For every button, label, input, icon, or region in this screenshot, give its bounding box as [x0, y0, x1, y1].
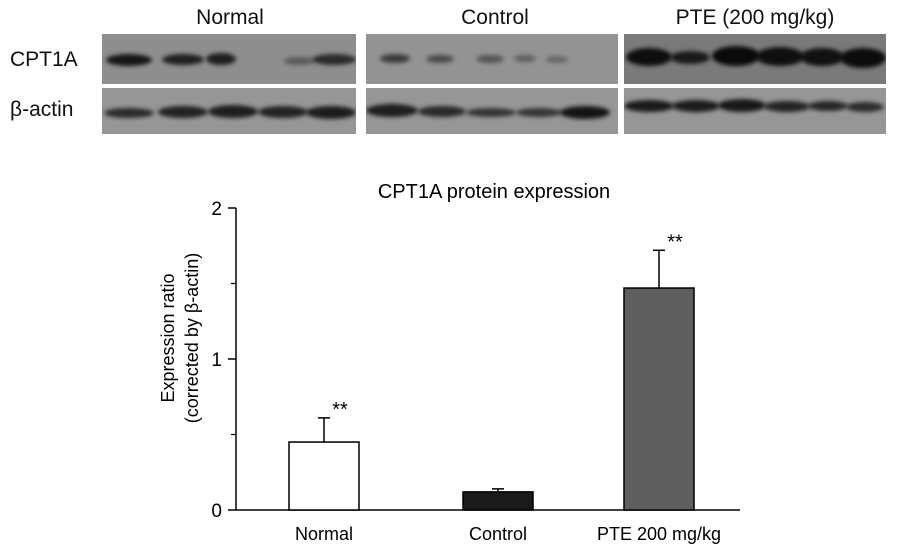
blot-panel-cpt1a-normal [102, 34, 356, 84]
y-tick-label: 1 [211, 350, 222, 371]
blot-panel-actin-control [366, 88, 618, 134]
bar-1 [288, 441, 360, 511]
blot-row-label-beta-actin: β-actin [10, 98, 74, 121]
blot-group-label-pte: PTE (200 mg/kg) [675, 6, 835, 29]
bar-3 [623, 287, 695, 511]
bar-2 [462, 491, 534, 511]
y-axis-label-line2: (corrected by β-actin) [182, 253, 202, 423]
significance-annotation-1: ** [332, 399, 348, 421]
x-tick-label-3: PTE 200 mg/kg [597, 524, 721, 544]
y-tick-label: 0 [211, 501, 222, 522]
blot-group-label-normal: Normal [196, 6, 264, 29]
x-tick-label-1: Normal [295, 524, 353, 544]
blot-panel-actin-normal [102, 88, 356, 134]
blot-row-label-cpt1a: CPT1A [10, 48, 78, 71]
blot-group-label-control: Control [461, 6, 529, 29]
y-tick-label: 2 [211, 199, 222, 220]
y-axis-label-line1: Expression ratio [158, 273, 178, 402]
chart-title: CPT1A protein expression [378, 181, 610, 203]
plot-area: 0 1 2 ** Normal Control ** PTE 200 mg/kg [211, 199, 740, 544]
bar-chart: CPT1A protein expression Expression rati… [158, 181, 740, 544]
significance-annotation-3: ** [667, 231, 683, 253]
blot-panel-cpt1a-pte [624, 34, 886, 84]
x-tick-label-2: Control [469, 524, 527, 544]
blot-panel-cpt1a-control [366, 34, 618, 84]
blot-panel-actin-pte [624, 88, 886, 134]
